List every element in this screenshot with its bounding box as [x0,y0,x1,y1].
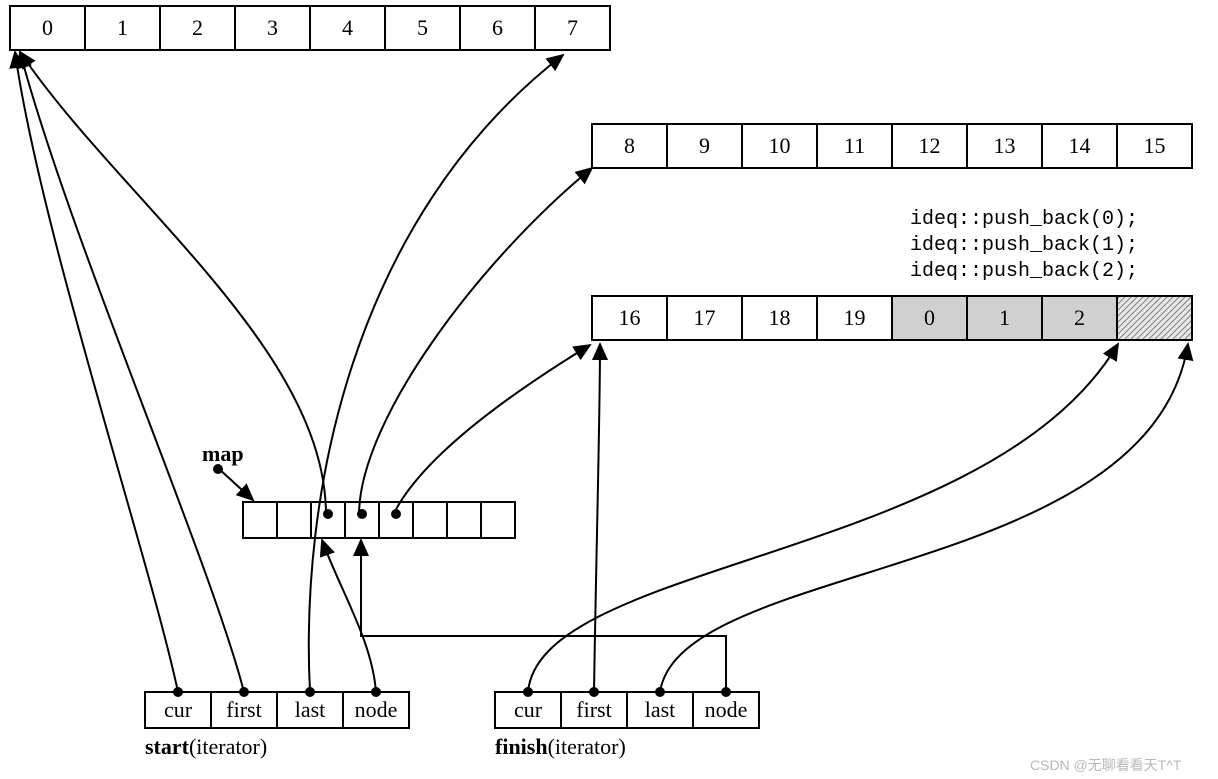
iterator-field-label: node [355,697,398,722]
buffer-cell-value: 19 [844,305,866,330]
buffer-cell-value: 3 [267,15,278,40]
buffer-cell-value: 1 [999,305,1010,330]
buffer-cell-value: 7 [567,15,578,40]
map-cell [345,502,379,538]
buffer-cell-value: 0 [42,15,53,40]
map-cell [413,502,447,538]
buffer-cell-value: 5 [417,15,428,40]
iterator-title: finish(iterator) [495,734,626,759]
buffer-cell-value: 13 [994,133,1016,158]
arrow-start_first [20,52,244,692]
buffer-cell-value: 10 [769,133,791,158]
code-line: ideq::push_back(0); [910,208,1138,231]
buffer-cell-value: 1 [117,15,128,40]
iterator-field-label: last [645,697,676,722]
map-cell-dot [323,509,333,519]
buffer-cell-value: 2 [192,15,203,40]
buffer-cell-value: 15 [1144,133,1166,158]
watermark-text: CSDN @无聊看看天T^T [1030,757,1182,773]
arrow-map_label [218,468,253,500]
buffer-cell-value: 6 [492,15,503,40]
buffer-cell [1117,296,1192,340]
arrow-start_node [322,540,376,692]
arrow-map_slot3 [359,168,592,515]
map-cell [243,502,277,538]
map-cell [277,502,311,538]
buffer-cell-value: 4 [342,15,353,40]
buffer-cell-value: 14 [1069,133,1091,158]
buffer-cell-value: 2 [1074,305,1085,330]
arrow-finish_node [361,540,726,692]
code-line: ideq::push_back(2); [910,260,1138,283]
buffer-cell-value: 16 [619,305,641,330]
map-cell [481,502,515,538]
iterator-field-label: first [576,697,611,722]
buffer-cell-value: 12 [919,133,941,158]
buffer-cell-value: 17 [694,305,716,330]
iterator-boxes: cur first last node start(iterator) cur first l… [145,687,759,759]
buffer-rows: 012345678910111213141516171819012 [10,6,1192,340]
iterator-field-label: first [226,697,261,722]
iterator-field-label: cur [164,697,193,722]
iterator-title: start(iterator) [145,734,267,759]
buffer-cell-value: 0 [924,305,935,330]
buffer-cell-value: 18 [769,305,791,330]
iterator-field-label: last [295,697,326,722]
buffer-cell-value: 9 [699,133,710,158]
map-cell [447,502,481,538]
map-label: map [202,441,244,466]
buffer-cell-value: 11 [844,133,865,158]
arrow-finish_first [594,344,600,692]
arrow-finish_cur [528,344,1118,692]
iterator-field-label: node [705,697,748,722]
arrow-map_slot4 [393,345,590,515]
iterator-field-label: cur [514,697,543,722]
buffer-cell-value: 8 [624,133,635,158]
arrow-finish_last [660,344,1188,692]
code-block: ideq::push_back(0);ideq::push_back(1);id… [910,208,1138,283]
code-line: ideq::push_back(1); [910,234,1138,257]
map-array: map [202,441,515,538]
